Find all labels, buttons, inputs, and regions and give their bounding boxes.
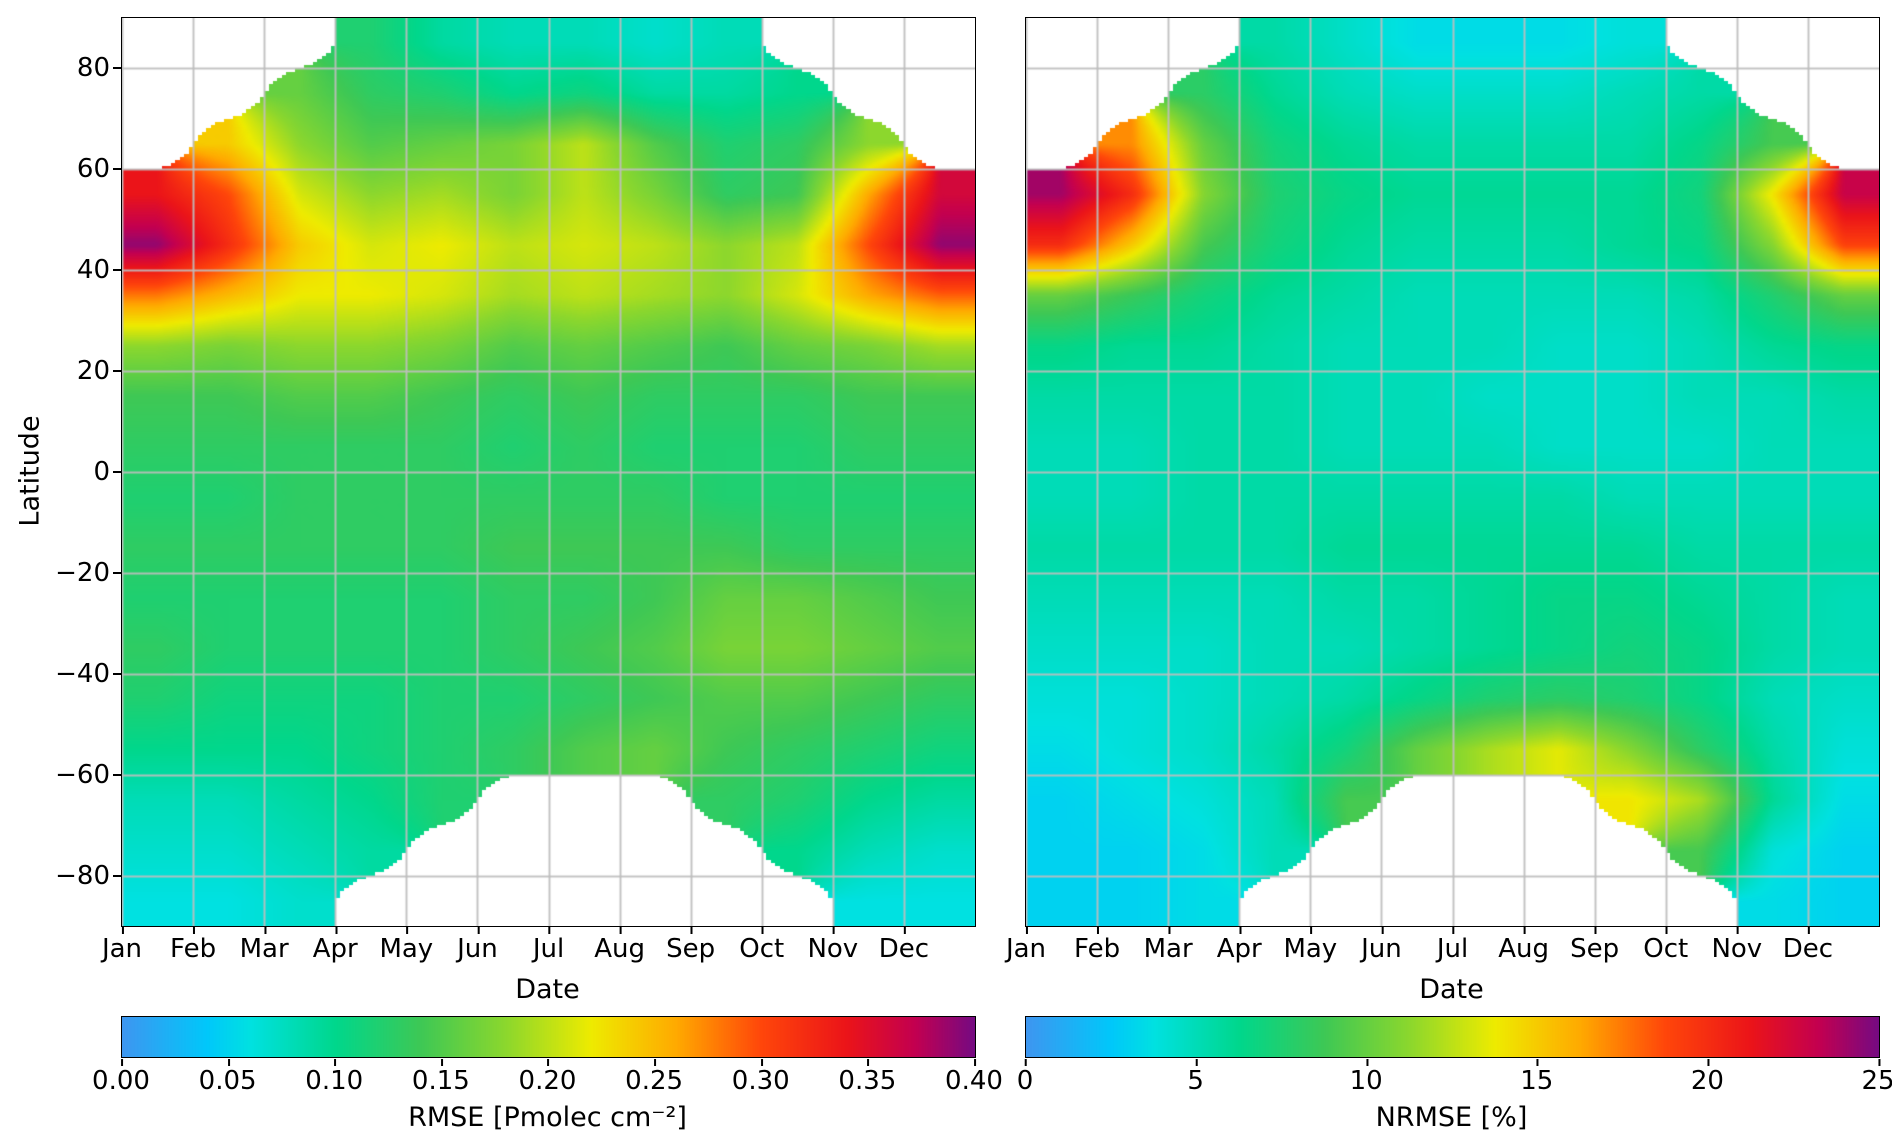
y-tick-label: 0 — [93, 457, 121, 487]
x-tick-label-jul: Jul — [532, 926, 565, 964]
colorbar-tick-label: 0.30 — [731, 1059, 790, 1096]
x-tick-label-feb: Feb — [1074, 926, 1121, 964]
nrmse-heatmap-panel: Jan Feb Mar Apr May Jun Jul Aug Sep Oct Nov Dec — [1006, 17, 1880, 962]
y-axis-label: Latitude — [14, 415, 46, 527]
x-tick-label-dec: Dec — [878, 926, 930, 964]
x-tick-label-feb: Feb — [170, 926, 217, 964]
colorbar-tick-label: 0.10 — [305, 1059, 364, 1096]
y-tick-label: −60 — [55, 759, 121, 790]
colorbar-tick-label: 0.25 — [625, 1059, 684, 1096]
x-tick-label-oct: Oct — [739, 926, 785, 964]
x-tick-label-jul: Jul — [1436, 926, 1469, 964]
rmse-heatmap-canvas — [122, 18, 975, 926]
nrmse-colorbar-label: NRMSE [%] — [1375, 1102, 1528, 1133]
y-tick-label: 20 — [76, 356, 122, 387]
rmse-colorbar-canvas — [122, 1017, 975, 1057]
y-tick-label: −80 — [55, 860, 121, 891]
nrmse-colorbar — [1025, 1016, 1880, 1058]
x-tick-label-aug: Aug — [594, 926, 645, 964]
x-tick-label-jan: Jan — [101, 926, 143, 964]
x-tick-label-jun: Jun — [1361, 926, 1402, 964]
colorbar-tick-label: 0 — [1016, 1059, 1034, 1096]
colorbar-tick-label: 0.20 — [518, 1059, 577, 1096]
y-tick-label: 60 — [76, 154, 122, 185]
x-tick-label-sep: Sep — [666, 926, 716, 964]
nrmse-colorbar-canvas — [1026, 1017, 1879, 1057]
y-tick-label: −40 — [55, 658, 121, 689]
y-tick-label: 40 — [76, 255, 122, 286]
x-tick-label-jun: Jun — [457, 926, 498, 964]
colorbar-tick-label: 20 — [1690, 1059, 1724, 1096]
x-tick-label-nov: Nov — [1711, 926, 1763, 964]
colorbar-tick-label: 10 — [1349, 1059, 1383, 1096]
x-tick-label-may: May — [379, 926, 434, 964]
x-axis-label-left: Date — [515, 974, 580, 1005]
x-tick-label-mar: Mar — [239, 926, 289, 964]
rmse-heatmap-panel: Jan Feb Mar Apr May Jun Jul Aug Sep Oct Nov Dec 80 60… — [55, 17, 976, 962]
colorbar-tick-label: 0.40 — [945, 1059, 1003, 1096]
x-tick-label-dec: Dec — [1782, 926, 1834, 964]
x-tick-label-nov: Nov — [807, 926, 859, 964]
x-tick-label-oct: Oct — [1643, 926, 1689, 964]
x-tick-label-aug: Aug — [1498, 926, 1549, 964]
colorbar-tick-label: 0.00 — [92, 1059, 150, 1096]
x-tick-label-mar: Mar — [1143, 926, 1193, 964]
x-tick-label-apr: Apr — [312, 926, 358, 964]
nrmse-heatmap-canvas — [1026, 18, 1879, 926]
x-tick-label-may: May — [1283, 926, 1338, 964]
colorbar-tick-label: 5 — [1187, 1059, 1204, 1096]
colorbar-tick-label: 0.05 — [198, 1059, 257, 1096]
colorbar-tick-label: 0.35 — [838, 1059, 897, 1096]
rmse-colorbar — [121, 1016, 976, 1058]
rmse-colorbar-label: RMSE [Pmolec cm⁻²] — [408, 1102, 687, 1133]
y-tick-label: −20 — [55, 557, 121, 588]
x-tick-label-sep: Sep — [1570, 926, 1620, 964]
y-tick-label: 80 — [76, 53, 122, 84]
x-tick-label-jan: Jan — [1005, 926, 1047, 964]
colorbar-tick-label: 0.15 — [411, 1059, 470, 1096]
x-axis-label-right: Date — [1419, 974, 1484, 1005]
colorbar-tick-label: 15 — [1520, 1059, 1554, 1096]
x-tick-label-apr: Apr — [1216, 926, 1262, 964]
colorbar-tick-label: 25 — [1861, 1059, 1892, 1094]
